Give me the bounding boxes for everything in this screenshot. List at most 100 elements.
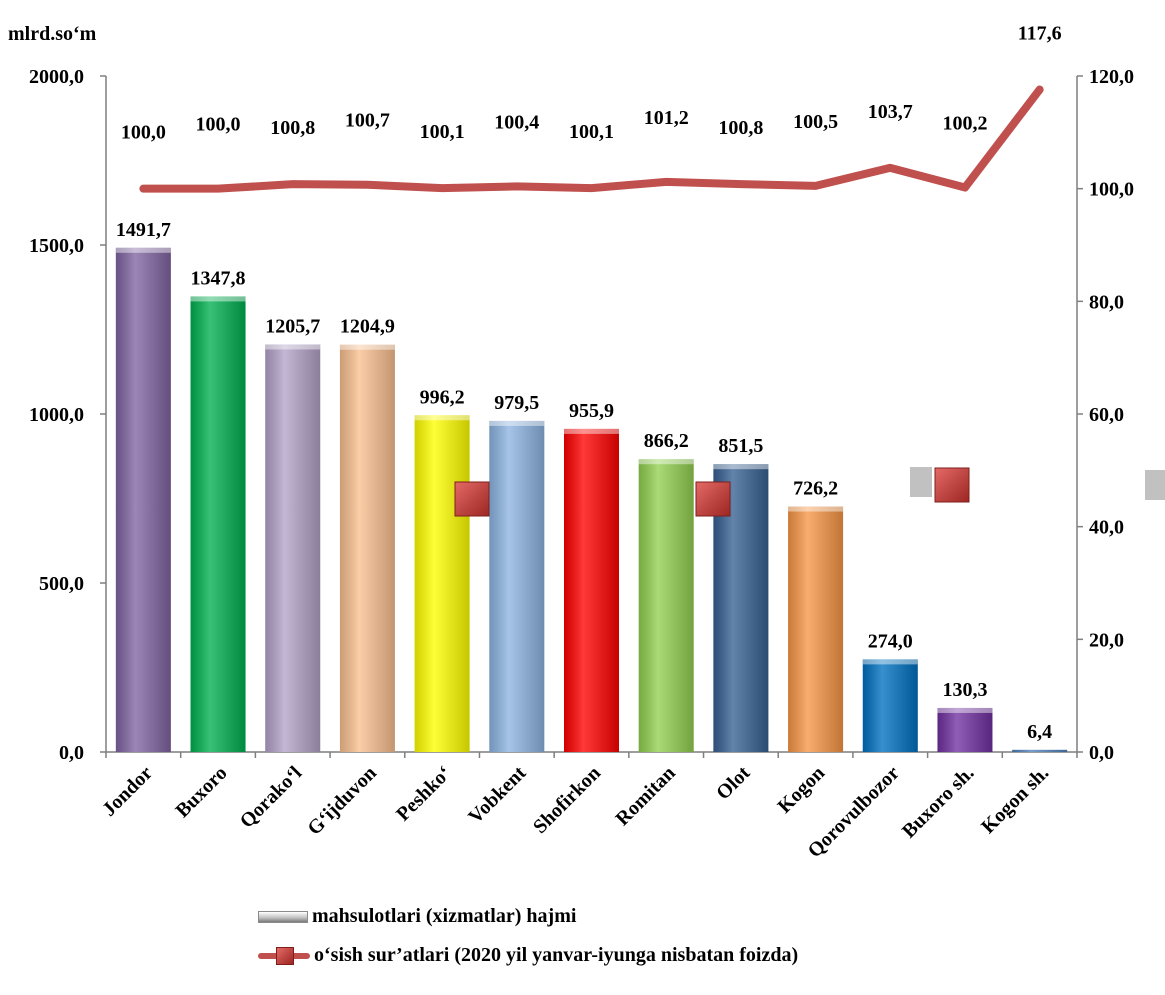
category-label: Jondor — [98, 762, 157, 821]
bar-value-label: 1347,8 — [191, 267, 246, 289]
bar-2 — [265, 344, 321, 752]
bar-value-label: 866,2 — [644, 430, 689, 452]
bar-shade — [937, 707, 993, 752]
bar-value-label: 851,5 — [718, 435, 763, 457]
category-label: Olot — [712, 762, 755, 805]
category-label: Qorako‘l — [236, 762, 307, 833]
right-tick-label: 120,0 — [1089, 66, 1134, 88]
right-tick-label: 0,0 — [1089, 742, 1114, 764]
growth-line — [139, 85, 1044, 193]
bar-top — [564, 428, 619, 434]
bar-top — [638, 459, 694, 465]
legend-bar-entry: mahsulotlari (xizmatlar) hajmi — [258, 905, 576, 928]
line-value-label: 100,1 — [420, 121, 465, 143]
bar-shade — [190, 296, 246, 752]
legend-line-entry: o‘sish sur’atlari (2020 yil yanvar-iyung… — [258, 944, 798, 967]
bar-top — [713, 464, 769, 470]
bar-6 — [564, 428, 619, 752]
right-tick-label: 20,0 — [1089, 629, 1124, 651]
bar-top — [115, 247, 171, 253]
stray-marker-1 — [695, 481, 731, 517]
bar-top — [339, 344, 395, 350]
bar-value-label: 996,2 — [420, 386, 465, 408]
bar-5 — [489, 420, 545, 752]
line-value-label: 100,4 — [494, 111, 539, 133]
line-value-label: 100,7 — [345, 110, 390, 132]
bar-value-label: 1205,7 — [265, 315, 320, 337]
bar-1 — [190, 296, 246, 752]
bar-shade — [788, 506, 844, 752]
bar-top — [788, 506, 844, 512]
legend-line-swatch — [258, 946, 310, 966]
category-label: Vobkent — [464, 762, 530, 828]
category-label: Buxoro — [171, 762, 231, 822]
left-tick-label: 500,0 — [39, 573, 84, 595]
bar-top — [937, 707, 993, 713]
legend-line-label: o‘sish sur’atlari (2020 yil yanvar-iyung… — [314, 944, 799, 966]
left-tick-label: 0,0 — [59, 742, 84, 764]
bar-top — [414, 415, 470, 421]
bar-shade — [638, 459, 694, 752]
category-label: Peshko‘ — [392, 762, 455, 825]
right-tick-label: 80,0 — [1089, 291, 1124, 313]
bar-shade — [414, 415, 470, 752]
stray-swatch-1 — [1145, 470, 1165, 500]
bar-10 — [862, 659, 918, 752]
left-tick-label: 1000,0 — [29, 404, 84, 426]
line-value-label: 100,8 — [718, 117, 763, 139]
bar-9 — [788, 506, 844, 752]
left-tick-label: 2000,0 — [29, 66, 84, 88]
line-value-label: 103,7 — [868, 101, 913, 123]
bar-shade — [115, 247, 171, 752]
category-label: Kogon — [773, 762, 829, 818]
right-tick-label: 100,0 — [1089, 179, 1134, 201]
bar-top — [862, 659, 918, 665]
stray-marker-2 — [934, 467, 970, 503]
bar-value-label: 726,2 — [793, 478, 838, 500]
bar-7 — [638, 459, 694, 752]
bar-value-label: 1204,9 — [340, 316, 395, 338]
bar-11 — [937, 707, 993, 752]
bar-value-label: 1491,7 — [116, 219, 171, 241]
right-tick-label: 40,0 — [1089, 517, 1124, 539]
stray-swatch-0 — [910, 467, 932, 497]
stray-marker-0 — [454, 481, 490, 517]
bar-value-label: 979,5 — [494, 392, 539, 414]
right-tick-label: 60,0 — [1089, 404, 1124, 426]
category-label: G‘ijduvon — [303, 762, 381, 840]
unit-label: mlrd.so‘m — [8, 23, 97, 45]
bar-value-label: 6,4 — [1027, 721, 1052, 743]
category-label: Romitan — [612, 762, 680, 830]
bar-0 — [115, 247, 171, 752]
bar-top — [190, 296, 246, 302]
bar-shade — [265, 344, 321, 752]
legend-bar-swatch — [258, 910, 308, 923]
bar-top — [265, 344, 321, 350]
left-tick-label: 1500,0 — [29, 235, 84, 257]
bar-3 — [339, 344, 395, 752]
bar-shade — [1012, 749, 1068, 752]
category-label: Shofirkon — [529, 762, 605, 838]
category-label: Kogon sh. — [977, 762, 1053, 838]
category-label: Buxoro sh. — [898, 762, 979, 843]
bar-value-label: 955,9 — [569, 400, 614, 422]
bar-value-label: 274,0 — [868, 630, 913, 652]
bar-shade — [862, 659, 918, 752]
line-value-label: 117,6 — [1018, 23, 1062, 45]
line-value-label: 100,2 — [942, 113, 987, 135]
bar-shade — [489, 420, 545, 752]
bar-value-label: 130,3 — [942, 679, 987, 701]
line-value-label: 101,2 — [644, 107, 689, 129]
line-value-label: 100,1 — [569, 121, 614, 143]
bar-4 — [414, 415, 470, 752]
line-value-label: 100,0 — [121, 122, 166, 144]
bar-top — [489, 420, 545, 426]
line-value-label: 100,8 — [270, 117, 315, 139]
bar-12 — [1012, 749, 1068, 752]
bar-shade — [339, 344, 395, 752]
line-value-label: 100,5 — [793, 111, 838, 133]
line-value-label: 100,0 — [196, 114, 241, 136]
bar-shade — [564, 428, 619, 752]
legend-bar-label: mahsulotlari (xizmatlar) hajmi — [312, 905, 577, 927]
